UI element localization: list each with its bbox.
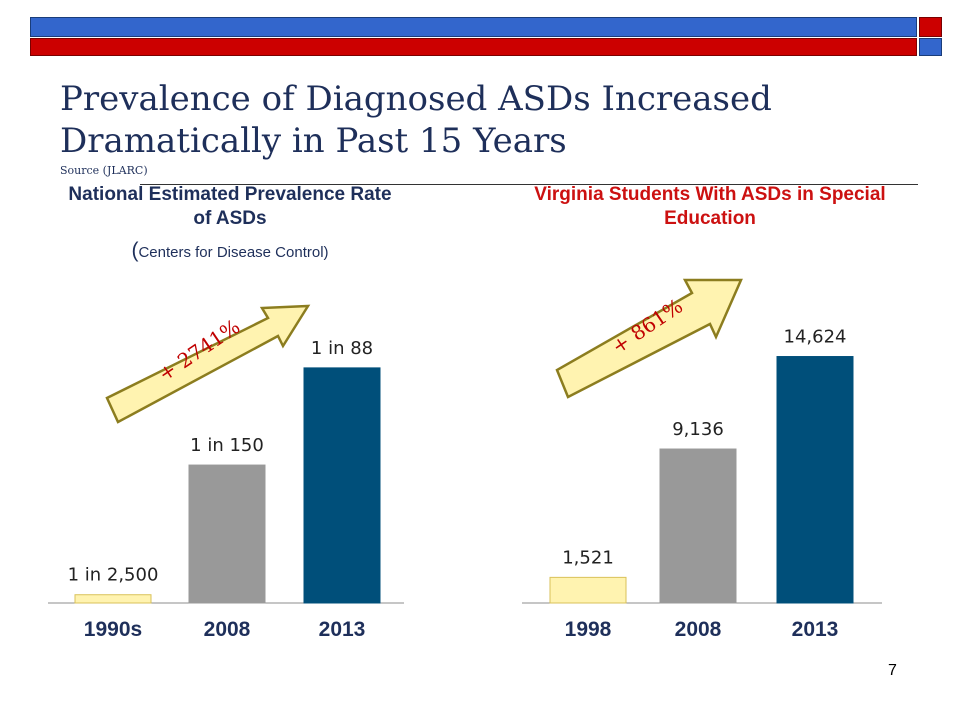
slide-number: 7 (888, 662, 897, 679)
right-data-label-2008: 9,136 (672, 419, 724, 440)
left-chart-subtitle-text: Centers for Disease Control) (138, 244, 329, 261)
left-bar-2013 (303, 367, 381, 604)
left-chart-title: National Estimated Prevalence Rate of AS… (68, 184, 392, 229)
slide-title: Prevalence of Diagnosed ASDs Increased D… (60, 79, 772, 161)
left-chart-subtitle-paren: ( (131, 239, 139, 262)
left-data-label-2008: 1 in 150 (190, 435, 264, 456)
left-category-label-2013: 2013 (319, 618, 366, 641)
left-bar-2008 (188, 464, 266, 604)
header-corner-blue (919, 38, 942, 56)
left-bar-1990s (74, 594, 152, 604)
left-growth-arrow (105, 304, 311, 424)
right-category-label-2008: 2008 (675, 618, 722, 641)
header-band-red (30, 38, 917, 56)
right-bar-1998 (549, 576, 627, 604)
left-chart-subtitle: (Centers for Disease Control) (60, 239, 400, 263)
left-data-label-1990s: 1 in 2,500 (68, 565, 159, 586)
right-bar-2008 (659, 448, 737, 604)
left-category-label-1990s: 1990s (84, 618, 142, 641)
right-data-label-1998: 1,521 (562, 547, 614, 568)
source-note: Source (JLARC) (60, 164, 148, 177)
header-band-blue (30, 17, 917, 37)
left-data-label-2013: 1 in 88 (311, 338, 373, 359)
right-data-label-2013: 14,624 (784, 327, 847, 348)
header-corner-red (919, 17, 942, 37)
right-category-label-2013: 2013 (792, 618, 839, 641)
title-divider (140, 184, 918, 185)
right-category-label-1998: 1998 (565, 618, 612, 641)
right-bar-2013 (776, 356, 854, 604)
left-category-label-2008: 2008 (204, 618, 251, 641)
right-growth-arrow (555, 278, 743, 399)
right-chart-title: Virginia Students With ASDs in Special E… (534, 184, 886, 229)
